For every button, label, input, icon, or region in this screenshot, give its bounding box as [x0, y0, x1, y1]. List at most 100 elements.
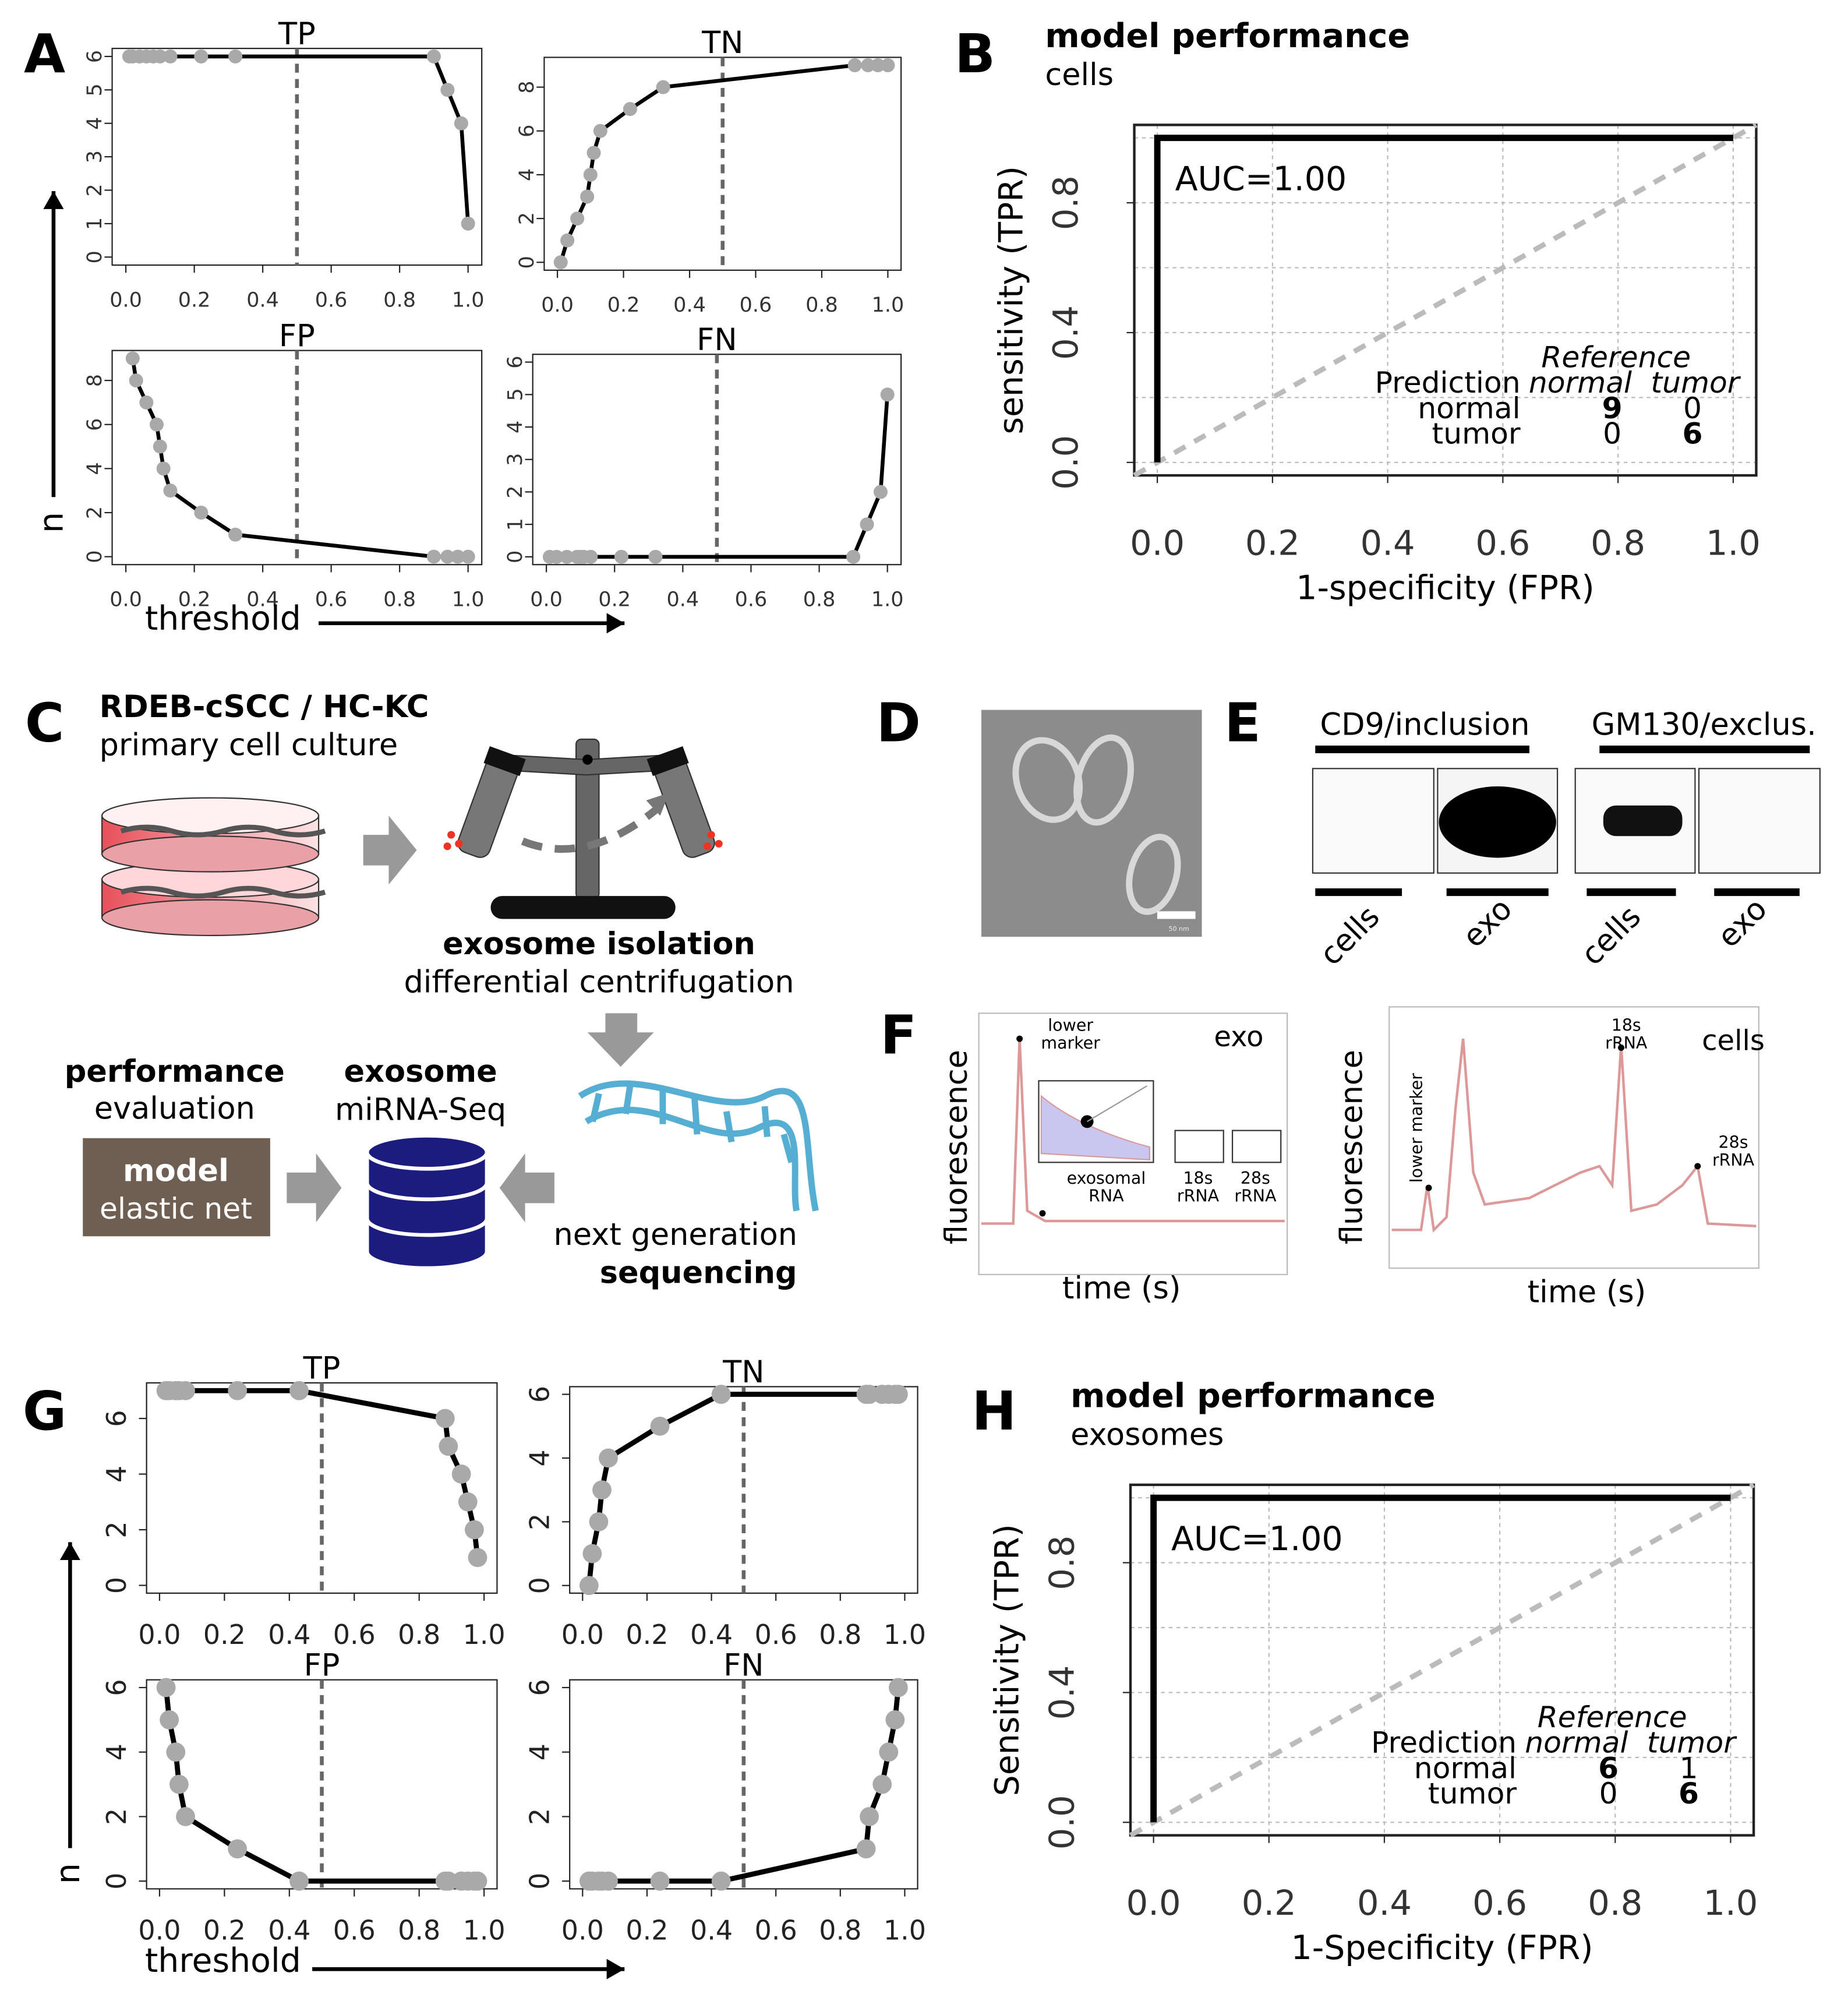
y-tick-label: 0.4: [1041, 1665, 1082, 1720]
data-point: [623, 102, 637, 117]
data-point: [846, 549, 861, 564]
arrow: [363, 816, 417, 885]
data-point: [711, 1385, 731, 1404]
western-blot: [1312, 745, 1821, 897]
y-axis-label: Sensitivity (TPR): [988, 1524, 1027, 1796]
peak-label: 28s rRNA: [1234, 1169, 1277, 1206]
peak-label: lower marker: [1407, 1073, 1426, 1183]
table-cell: 0: [1683, 391, 1702, 425]
x-tick-label: 1.0: [463, 1619, 506, 1650]
data-point: [885, 1710, 905, 1730]
data-point: [553, 255, 568, 270]
table-row: tumor: [1432, 417, 1521, 451]
x-axis-label: 1-specificity (FPR): [1296, 569, 1594, 608]
x-tick-label: 0.0: [1130, 523, 1185, 563]
chart-title: FN: [697, 322, 737, 358]
y-tick-label: 6: [524, 1386, 556, 1403]
annotation: AUC=1.00: [1175, 160, 1347, 198]
y-tick-label: 4: [515, 168, 539, 181]
x-tick-label: 0.4: [1361, 523, 1415, 563]
data-point: [560, 549, 574, 564]
x-tick-label: 0.8: [803, 588, 836, 612]
table-cell: 6: [1679, 1776, 1699, 1811]
table-row: normal: [1418, 391, 1520, 425]
x-tick-label: 0.4: [1357, 1883, 1412, 1923]
table-cell: 6: [1598, 1751, 1619, 1785]
y-tick-label: 6: [83, 418, 107, 431]
data-point: [194, 49, 209, 63]
x-tick-label: 0.8: [1591, 523, 1645, 563]
table-row: tumor: [1428, 1776, 1517, 1811]
data-point: [458, 1492, 478, 1512]
chart-title: TN: [701, 25, 743, 61]
data-point: [228, 1381, 248, 1400]
y-tick-label: 6: [83, 50, 107, 63]
data-point: [650, 1416, 670, 1436]
data-point: [871, 58, 885, 73]
data-point: [711, 1871, 731, 1891]
y-tick-label: 1: [83, 217, 107, 230]
data-point: [451, 549, 465, 564]
data-point: [440, 83, 455, 97]
y-axis-label: sensitivity (TPR): [992, 166, 1030, 435]
step-title: exosome: [344, 1054, 497, 1089]
table-cell: 0: [1599, 1776, 1618, 1811]
peak-label: 18s rRNA: [1605, 1015, 1648, 1053]
data-point: [593, 123, 607, 138]
x-tick-label: 0.8: [383, 588, 416, 612]
chart-title: TN: [722, 1354, 764, 1390]
x-tick-label: 0.0: [109, 288, 142, 312]
peak-label: 18s rRNA: [1177, 1169, 1220, 1206]
data-point: [861, 58, 875, 73]
arrow: [499, 1153, 554, 1223]
peak-label: exosomal RNA: [1067, 1169, 1146, 1206]
x-tick-label: 0.6: [740, 294, 772, 317]
table-header: Prediction: [1371, 1725, 1517, 1760]
y-tick-label: 0: [524, 1873, 556, 1890]
y-tick-label: 1: [504, 518, 527, 531]
x-tick-label: 0.8: [819, 1914, 861, 1946]
y-tick-label: 8: [515, 80, 539, 93]
y-axis-label: n: [49, 1863, 87, 1884]
x-tick-label: 0.4: [673, 294, 706, 317]
x-tick-label: 0.0: [561, 1619, 604, 1650]
arrow: [287, 1153, 342, 1223]
y-tick-label: 3: [504, 453, 527, 466]
arrow-head: [606, 613, 625, 634]
x-tick-label: 1.0: [884, 1914, 926, 1946]
y-tick-label: 4: [504, 421, 527, 433]
x-tick-label: 0.4: [268, 1619, 310, 1650]
x-tick-label: 0.0: [138, 1914, 181, 1946]
x-axis-label: threshold: [145, 599, 301, 638]
database: [365, 1134, 489, 1271]
x-tick-label: 0.4: [246, 288, 279, 312]
data-point: [468, 1871, 487, 1891]
x-tick-label: 0.6: [315, 288, 348, 312]
y-tick-label: 0: [83, 550, 107, 563]
data-point: [881, 58, 895, 73]
peak-label: lower marker: [1041, 1015, 1100, 1053]
data-point: [454, 116, 468, 130]
data-point: [439, 1437, 458, 1456]
dna-image: [578, 1080, 819, 1212]
y-tick-label: 2: [524, 1808, 556, 1825]
x-tick-label: 1.0: [452, 588, 485, 612]
x-tick-label: 0.6: [755, 1914, 797, 1946]
y-tick-label: 2: [524, 1513, 556, 1530]
diagonal: [1129, 1483, 1755, 1838]
x-tick-label: 0.2: [598, 588, 631, 612]
y-tick-label: 4: [83, 117, 107, 130]
y-tick-label: 5: [504, 388, 527, 401]
data-point: [163, 484, 178, 498]
x-tick-label: 0.6: [333, 1914, 376, 1946]
table-cell: 0: [1603, 417, 1621, 451]
x-axis-label: time (s): [1528, 1274, 1646, 1310]
y-axis-label: fluorescence: [939, 1050, 974, 1244]
blot-group: CD9/inclusion: [1320, 707, 1529, 743]
x-tick-label: 1.0: [884, 1619, 926, 1650]
x-tick-label: 0.4: [246, 588, 279, 612]
data-point: [435, 1409, 455, 1428]
model-subtitle: elastic net: [100, 1191, 252, 1226]
data-point: [599, 1871, 618, 1891]
table-cell: 6: [1683, 417, 1703, 451]
